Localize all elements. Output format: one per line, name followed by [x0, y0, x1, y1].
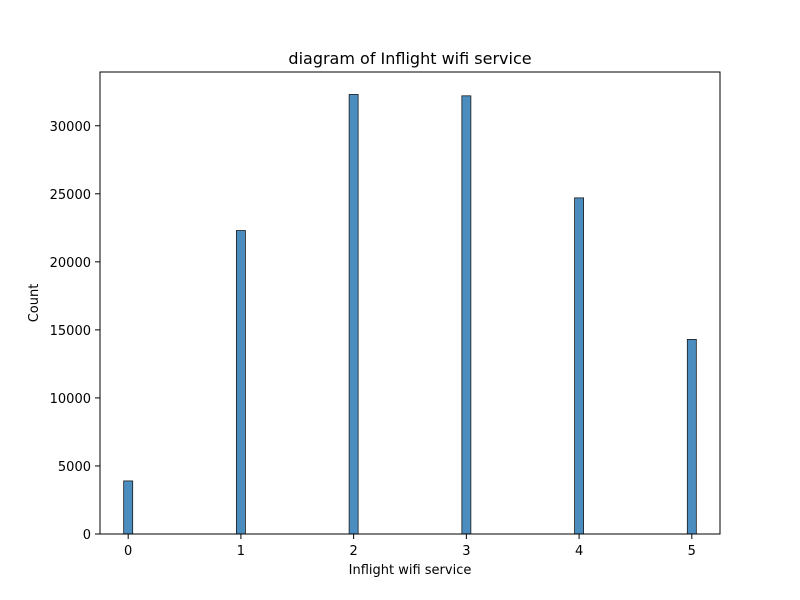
x-tick-label: 0 [124, 544, 132, 559]
x-tick-label: 1 [237, 544, 245, 559]
y-tick-label: 30000 [50, 120, 91, 135]
y-tick-label: 10000 [50, 392, 91, 407]
bar-0 [123, 480, 134, 535]
y-axis: 0 5000 10000 15000 20000 25000 30000 [50, 120, 100, 543]
y-tick-label: 20000 [50, 256, 91, 271]
bars-layer [123, 94, 697, 535]
y-axis-label: Count [27, 284, 42, 323]
y-tick-label: 25000 [50, 188, 91, 203]
x-axis-label: Inflight wifi service [349, 563, 472, 578]
bar-1 [235, 230, 246, 535]
y-tick-label: 0 [83, 528, 91, 543]
bar-3 [461, 95, 472, 535]
y-tick-label: 5000 [58, 460, 91, 475]
chart-title: diagram of Inflight wifi service [288, 49, 531, 68]
x-tick-label: 5 [688, 544, 696, 559]
x-tick-label: 4 [575, 544, 583, 559]
bar-5 [686, 339, 697, 535]
x-tick-label: 3 [462, 544, 470, 559]
y-tick-label: 15000 [50, 324, 91, 339]
bar-4 [574, 197, 585, 535]
plot-frame [99, 71, 721, 535]
x-tick-label: 2 [349, 544, 357, 559]
bar-2 [348, 94, 359, 535]
x-axis: 0 1 2 3 4 5 [124, 534, 696, 559]
